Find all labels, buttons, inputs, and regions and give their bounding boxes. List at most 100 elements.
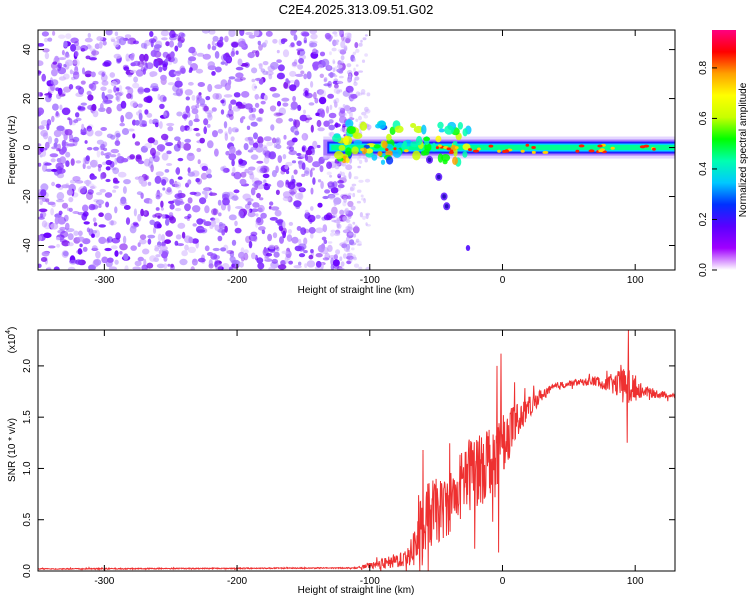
- signal-hotspot: [525, 143, 530, 147]
- noise-blob: [129, 225, 137, 234]
- noise-blob: [164, 58, 169, 63]
- noise-blob: [163, 110, 170, 119]
- noise-blob: [68, 133, 74, 141]
- noise-blob: [225, 56, 232, 62]
- noise-blob: [166, 122, 175, 127]
- noise-blob: [158, 249, 163, 255]
- noise-blob: [300, 227, 307, 236]
- noise-blob: [195, 132, 201, 137]
- noise-blob: [248, 166, 256, 171]
- noise-blob: [111, 167, 117, 171]
- snr-scale-base: (x10: [7, 333, 18, 353]
- noise-blob: [126, 93, 132, 99]
- noise-blob-faint: [328, 183, 332, 186]
- noise-blob: [228, 76, 236, 80]
- noise-blob-faint: [364, 158, 368, 163]
- noise-blob: [140, 42, 147, 49]
- noise-blob: [110, 245, 118, 250]
- noise-blob-faint: [356, 189, 362, 193]
- signal-blob: [423, 136, 431, 142]
- noise-blob: [217, 199, 222, 206]
- noise-blob: [65, 222, 70, 231]
- noise-blob: [87, 32, 92, 38]
- noise-blob-faint: [348, 192, 352, 196]
- noise-blob: [301, 146, 306, 152]
- noise-blob: [98, 41, 103, 49]
- noise-blob: [307, 214, 316, 223]
- noise-blob: [312, 61, 321, 69]
- noise-blob: [282, 191, 291, 199]
- noise-blob: [124, 34, 132, 39]
- noise-blob: [108, 220, 117, 226]
- noise-blob: [320, 181, 324, 189]
- noise-blob: [243, 249, 249, 254]
- colorbar-tick-label: 0.6: [698, 111, 709, 125]
- noise-blob: [247, 52, 255, 59]
- noise-blob-faint: [338, 106, 344, 111]
- noise-blob: [51, 202, 56, 208]
- noise-blob: [328, 124, 336, 131]
- noise-blob: [336, 68, 344, 73]
- noise-blob: [207, 252, 214, 256]
- noise-blob: [174, 193, 183, 199]
- noise-blob: [170, 51, 175, 59]
- noise-blob: [96, 139, 104, 145]
- noise-blob-faint: [333, 60, 336, 64]
- noise-blob: [259, 197, 264, 201]
- noise-blob: [187, 111, 191, 118]
- noise-blob: [288, 150, 298, 156]
- noise-blob: [40, 189, 47, 197]
- noise-blob: [123, 205, 131, 210]
- noise-blob: [193, 127, 200, 132]
- noise-blob: [65, 160, 70, 168]
- noise-blob: [224, 35, 229, 43]
- noise-blob: [192, 205, 201, 213]
- noise-blob: [317, 64, 324, 69]
- noise-blob: [253, 132, 258, 140]
- noise-blob: [248, 240, 253, 249]
- noise-blob: [78, 230, 83, 237]
- noise-blob: [224, 225, 228, 233]
- noise-blob: [99, 103, 104, 111]
- noise-blob: [305, 149, 313, 156]
- noise-blob: [186, 152, 195, 162]
- noise-blob: [55, 236, 61, 241]
- noise-blob: [217, 128, 224, 134]
- noise-blob: [166, 163, 173, 166]
- noise-blob: [157, 93, 161, 101]
- noise-blob: [159, 121, 163, 129]
- noise-blob: [312, 161, 321, 168]
- noise-blob: [304, 167, 310, 175]
- y-tick-label: 1.0: [22, 461, 33, 475]
- noise-blob-faint: [365, 222, 368, 226]
- noise-blob: [269, 248, 276, 253]
- noise-blob: [92, 110, 99, 118]
- noise-blob: [334, 122, 339, 128]
- noise-blob: [136, 191, 143, 196]
- noise-blob: [81, 123, 85, 130]
- noise-blob: [76, 236, 85, 242]
- noise-blob: [114, 206, 118, 214]
- noise-blob: [219, 36, 224, 42]
- noise-blob: [163, 111, 167, 118]
- signal-blob: [365, 148, 374, 154]
- noise-blob: [108, 266, 117, 270]
- noise-blob: [45, 168, 54, 172]
- noise-blob: [354, 42, 359, 49]
- signal-blob: [377, 151, 383, 157]
- noise-blob: [92, 245, 98, 251]
- noise-blob: [161, 152, 169, 161]
- noise-blob: [187, 57, 192, 66]
- noise-blob: [251, 67, 258, 74]
- noise-blob: [341, 33, 345, 42]
- noise-blob-faint: [347, 78, 352, 82]
- noise-blob: [206, 112, 212, 118]
- noise-blob-faint: [329, 174, 333, 178]
- noise-blob: [299, 114, 308, 122]
- noise-blob: [188, 236, 194, 244]
- noise-blob: [169, 40, 174, 48]
- noise-blob: [160, 30, 169, 37]
- noise-blob: [156, 223, 162, 229]
- signal-blob: [457, 122, 463, 130]
- noise-blob: [293, 265, 302, 269]
